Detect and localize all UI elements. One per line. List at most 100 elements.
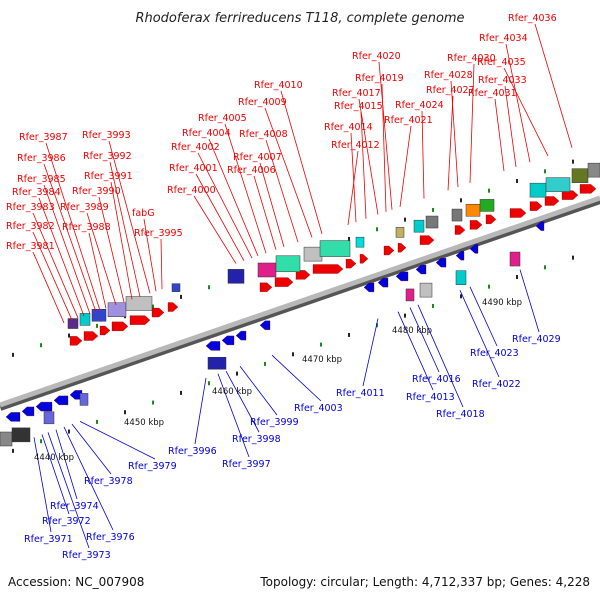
forward-gene-label: Rfer_3989 [60, 202, 109, 213]
reverse-gene-arrow [435, 257, 447, 268]
reverse-leader [55, 429, 78, 500]
reverse-gene-label: Rfer_3974 [50, 501, 99, 512]
tick-dot [432, 303, 434, 308]
reverse-leader [41, 434, 70, 515]
forward-gene-box [587, 162, 600, 178]
forward-leader [143, 218, 157, 292]
forward-gene-arrow [544, 196, 560, 206]
reverse-gene-arrow [535, 221, 545, 231]
reverse-gene-arrow [415, 264, 427, 275]
reverse-gene-box [509, 251, 521, 267]
forward-gene-arrow [454, 225, 466, 235]
kbp-label: 4460 kbp [212, 387, 252, 397]
reverse-gene-arrow [455, 251, 465, 261]
forward-gene-label: Rfer_4005 [198, 113, 247, 124]
reverse-gene-arrow [259, 320, 271, 330]
backbone-line [0, 195, 600, 408]
forward-leader [45, 142, 101, 311]
forward-gene-box [355, 236, 365, 248]
forward-leader [86, 212, 117, 306]
forward-gene-label: Rfer_4028 [424, 70, 473, 81]
tick-dot [124, 410, 126, 415]
reverse-gene-label: Rfer_3997 [222, 459, 271, 470]
forward-gene-arrow [83, 331, 99, 341]
forward-leader [264, 107, 313, 238]
forward-gene-label: Rfer_4007 [233, 152, 282, 163]
forward-leader [503, 67, 549, 157]
forward-gene-label: Rfer_3991 [84, 171, 133, 182]
forward-gene-label: Rfer_4014 [324, 122, 373, 133]
forward-gene-arrow [274, 277, 294, 287]
map-title: Rhodoferax ferrireducens T118, complete … [135, 11, 464, 26]
tick-dot [40, 439, 42, 444]
forward-gene-box [545, 177, 571, 192]
tick-dot [264, 361, 266, 366]
reverse-gene-box [11, 427, 31, 443]
reverse-gene-label: Rfer_4016 [412, 374, 461, 385]
forward-leader [193, 195, 237, 264]
reverse-gene-label: Rfer_3998 [232, 434, 281, 445]
forward-gene-arrow [312, 264, 344, 274]
forward-gene-label: Rfer_3987 [19, 132, 68, 143]
forward-leader [32, 251, 65, 324]
tick-dot [376, 227, 378, 232]
reverse-gene-label: Rfer_4029 [512, 334, 561, 345]
forward-leader [43, 184, 91, 315]
tick-dot [152, 400, 154, 405]
tick-dot [180, 390, 182, 395]
tick-dot [404, 313, 406, 318]
reverse-leader [362, 318, 379, 387]
tick-dot [152, 304, 154, 309]
reverse-leader [417, 304, 464, 408]
tick-dot [96, 419, 98, 424]
forward-gene-box [571, 168, 589, 183]
forward-gene-box [425, 215, 439, 229]
forward-gene-label: Rfer_4004 [182, 128, 231, 139]
forward-gene-label: Rfer_4019 [355, 73, 404, 84]
forward-leader [347, 150, 359, 225]
forward-leader [280, 90, 323, 235]
forward-gene-label: Rfer_4008 [239, 129, 288, 140]
reverse-leader [459, 290, 500, 378]
forward-gene-arrow [259, 282, 273, 292]
reverse-gene-label: Rfer_4023 [470, 348, 519, 359]
forward-leader [32, 231, 73, 321]
reverse-gene-box [207, 356, 227, 370]
forward-leader [43, 163, 97, 313]
forward-gene-box [479, 199, 495, 212]
reverse-leader [519, 269, 540, 333]
forward-gene-arrow [397, 243, 407, 253]
forward-gene-label: Rfer_4006 [227, 165, 276, 176]
tick-dot [376, 323, 378, 328]
kbp-scale-labels: 4440 kbp 4450 kbp 4460 kbp 4470 kbp 4480 kbp… [34, 298, 522, 463]
forward-gene-arrow [111, 321, 129, 332]
forward-gene-label: Rfer_3981 [6, 241, 55, 252]
kbp-label: 4440 kbp [34, 453, 74, 463]
forward-leader [110, 181, 133, 300]
tick-dot [12, 448, 14, 453]
tick-dot [404, 217, 406, 222]
forward-gene-box [91, 309, 107, 322]
forward-leader [399, 125, 412, 208]
forward-leader [358, 98, 379, 215]
reverse-gene-arrow [377, 277, 389, 288]
reverse-leader [271, 354, 322, 402]
reverse-gene-label: Rfer_3996 [168, 446, 217, 457]
reverse-gene-label: Rfer_3971 [24, 534, 73, 545]
forward-leader [195, 173, 245, 262]
forward-gene-arrow [561, 190, 579, 200]
forward-leader [505, 43, 531, 163]
forward-gene-box [529, 182, 547, 198]
reverse-gene-arrow [205, 341, 221, 351]
forward-gene-label: Rfer_4035 [477, 57, 526, 68]
forward-gene-arrow [69, 336, 83, 346]
forward-gene-arrow [469, 220, 483, 230]
reverse-gene-box [43, 411, 55, 425]
forward-gene-arrow [383, 245, 395, 256]
kbp-label: 4450 kbp [124, 418, 164, 428]
tick-dot [180, 294, 182, 299]
reverse-gene-label: Rfer_4022 [472, 379, 521, 390]
tick-dot [96, 323, 98, 328]
forward-gene-label: Rfer_4031 [468, 88, 517, 99]
reverse-leader [63, 426, 114, 531]
